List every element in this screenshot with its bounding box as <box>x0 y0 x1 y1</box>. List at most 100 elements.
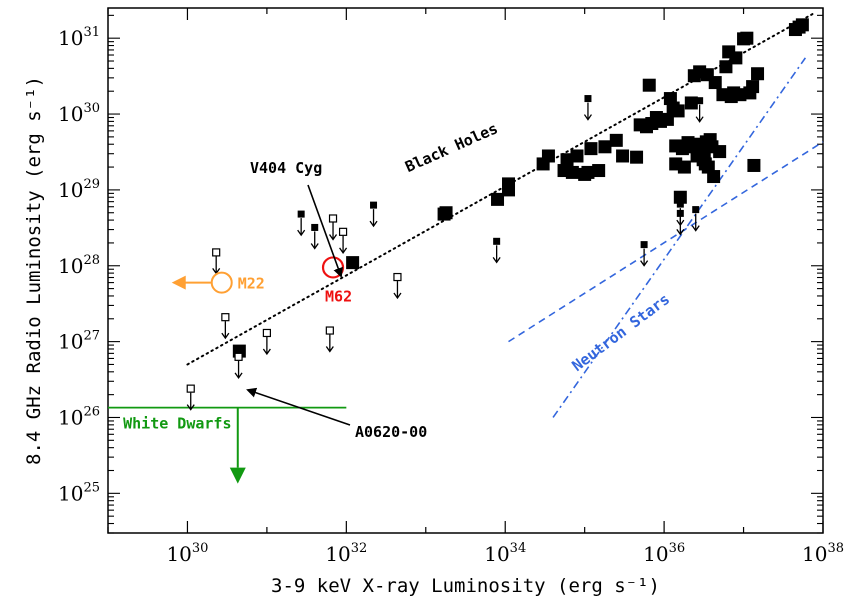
y-tick-label: 1031 <box>58 25 100 50</box>
upper-limit-point <box>692 206 700 214</box>
m22-point <box>210 271 233 294</box>
x-tick-label: 1030 <box>166 541 208 566</box>
v404-arrow <box>307 184 343 278</box>
open-upper-limit-point-arrowhead <box>328 234 338 241</box>
y-tick-label: 1026 <box>58 404 100 429</box>
black-hole-point <box>581 165 595 179</box>
upper-limit-point <box>370 201 378 209</box>
black-hole-point <box>584 142 598 156</box>
upper-limit-point-arrowhead <box>310 243 319 250</box>
upper-limit-point <box>297 210 305 218</box>
upper-limit-point-arrowhead <box>583 114 592 121</box>
x-tick-label: 1038 <box>802 541 844 566</box>
black-hole-point <box>673 190 687 204</box>
open-upper-limit-point <box>325 326 334 335</box>
open-upper-limit-point <box>338 227 348 236</box>
axis-labels: 3-9 keV X-ray Luminosity (erg s⁻¹) 8.4 GH… <box>23 76 660 597</box>
y-tick-label: 1029 <box>58 177 100 202</box>
relation-lines <box>108 12 824 484</box>
black-hole-point <box>570 149 584 163</box>
y-tick-label: 1025 <box>58 480 100 505</box>
neutron-star-dashed-line <box>508 141 824 343</box>
open-upper-limit-point <box>328 214 338 223</box>
v404-label: V404 Cyg <box>250 159 322 177</box>
upper-limit-point <box>696 97 704 105</box>
y-tick-label: 1030 <box>58 101 100 126</box>
white-dwarf-arrow-head <box>229 467 246 484</box>
black-hole-point <box>795 18 809 32</box>
black-hole-point <box>708 76 722 90</box>
black-holes-label: Black Holes <box>402 119 500 176</box>
open-upper-limit-point <box>262 328 271 338</box>
open-upper-limit-point-arrowhead <box>262 348 271 356</box>
black-hole-point <box>609 133 623 147</box>
black-hole-point <box>560 153 574 167</box>
neutron-star-dashdot-line <box>552 57 807 418</box>
black-hole-point <box>707 170 721 184</box>
x-tick-label: 1032 <box>325 541 367 566</box>
upper-limit-point <box>640 241 648 249</box>
black-hole-point <box>502 177 516 191</box>
m22-label: M22 <box>238 275 265 293</box>
y-axis-label: 8.4 GHz Radio Luminosity (erg s⁻¹) <box>23 76 45 465</box>
upper-limit-point <box>676 209 684 217</box>
axis-ticks: 1030 1032 1034 1036 1038 1025 1026 1027 1028 1029… <box>58 8 844 566</box>
open-upper-limit-point-arrowhead <box>339 247 348 254</box>
black-hole-point <box>541 149 555 163</box>
black-hole-point <box>642 78 656 92</box>
black-hole-point <box>677 160 691 174</box>
y-tick-label: 1027 <box>58 329 100 354</box>
black-hole-point <box>740 31 754 45</box>
black-hole-relation-line <box>186 12 815 366</box>
upper-limit-point-arrowhead <box>297 229 306 237</box>
open-upper-limit-point <box>212 248 221 257</box>
plot-border <box>107 7 824 534</box>
y-tick-label: 1028 <box>58 253 100 278</box>
black-hole-point <box>346 256 360 270</box>
upper-limit-point-arrowhead <box>676 229 685 236</box>
open-upper-limit-point <box>221 313 230 322</box>
black-hole-point <box>565 165 579 179</box>
black-hole-point <box>684 96 698 110</box>
neutron-stars-label: Neutron Stars <box>569 290 674 375</box>
black-hole-point <box>671 104 685 118</box>
upper-limit-point <box>493 237 501 245</box>
upper-limit-point <box>311 223 319 231</box>
upper-limit-point-arrowhead <box>492 256 501 264</box>
black-hole-point <box>630 150 644 164</box>
upper-limit-point-arrowhead <box>691 225 700 232</box>
black-hole-point <box>719 60 733 74</box>
open-upper-limit-point-arrowhead <box>325 346 334 353</box>
open-upper-limit-point-arrowhead <box>393 292 402 300</box>
black-hole-point <box>592 164 606 178</box>
m62-point <box>321 256 345 279</box>
a0620-label: A0620-00 <box>355 423 427 441</box>
black-hole-point <box>598 140 612 154</box>
open-upper-limit-point <box>234 352 243 361</box>
black-hole-point <box>729 51 743 65</box>
upper-limit-point <box>584 95 592 103</box>
upper-limit-point-arrowhead <box>640 260 649 267</box>
black-hole-point <box>437 207 451 221</box>
x-tick-label: 1034 <box>484 541 526 566</box>
black-hole-point <box>746 80 760 94</box>
black-hole-point <box>733 88 747 102</box>
open-upper-limit-point-arrowhead <box>186 404 195 411</box>
open-upper-limit-point <box>393 272 402 282</box>
upper-limit-point-arrowhead <box>369 220 378 228</box>
black-hole-point <box>660 112 674 126</box>
data-markers <box>171 18 809 411</box>
open-upper-limit-point-arrowhead <box>221 332 230 340</box>
white-dwarfs-label: White Dwarfs <box>123 415 231 433</box>
black-hole-point <box>713 145 727 159</box>
x-tick-label: 1036 <box>643 541 685 566</box>
open-upper-limit-point-arrowhead <box>234 372 243 379</box>
m22-arrow-head <box>171 275 186 290</box>
black-hole-point <box>616 149 630 163</box>
upper-limit-point <box>676 200 684 208</box>
x-axis-label: 3-9 keV X-ray Luminosity (erg s⁻¹) <box>271 575 660 597</box>
black-hole-point <box>751 67 765 81</box>
plot-area <box>107 7 824 534</box>
black-hole-point <box>747 158 761 172</box>
